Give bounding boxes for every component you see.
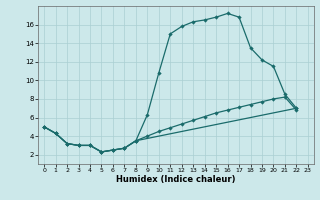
X-axis label: Humidex (Indice chaleur): Humidex (Indice chaleur) xyxy=(116,175,236,184)
